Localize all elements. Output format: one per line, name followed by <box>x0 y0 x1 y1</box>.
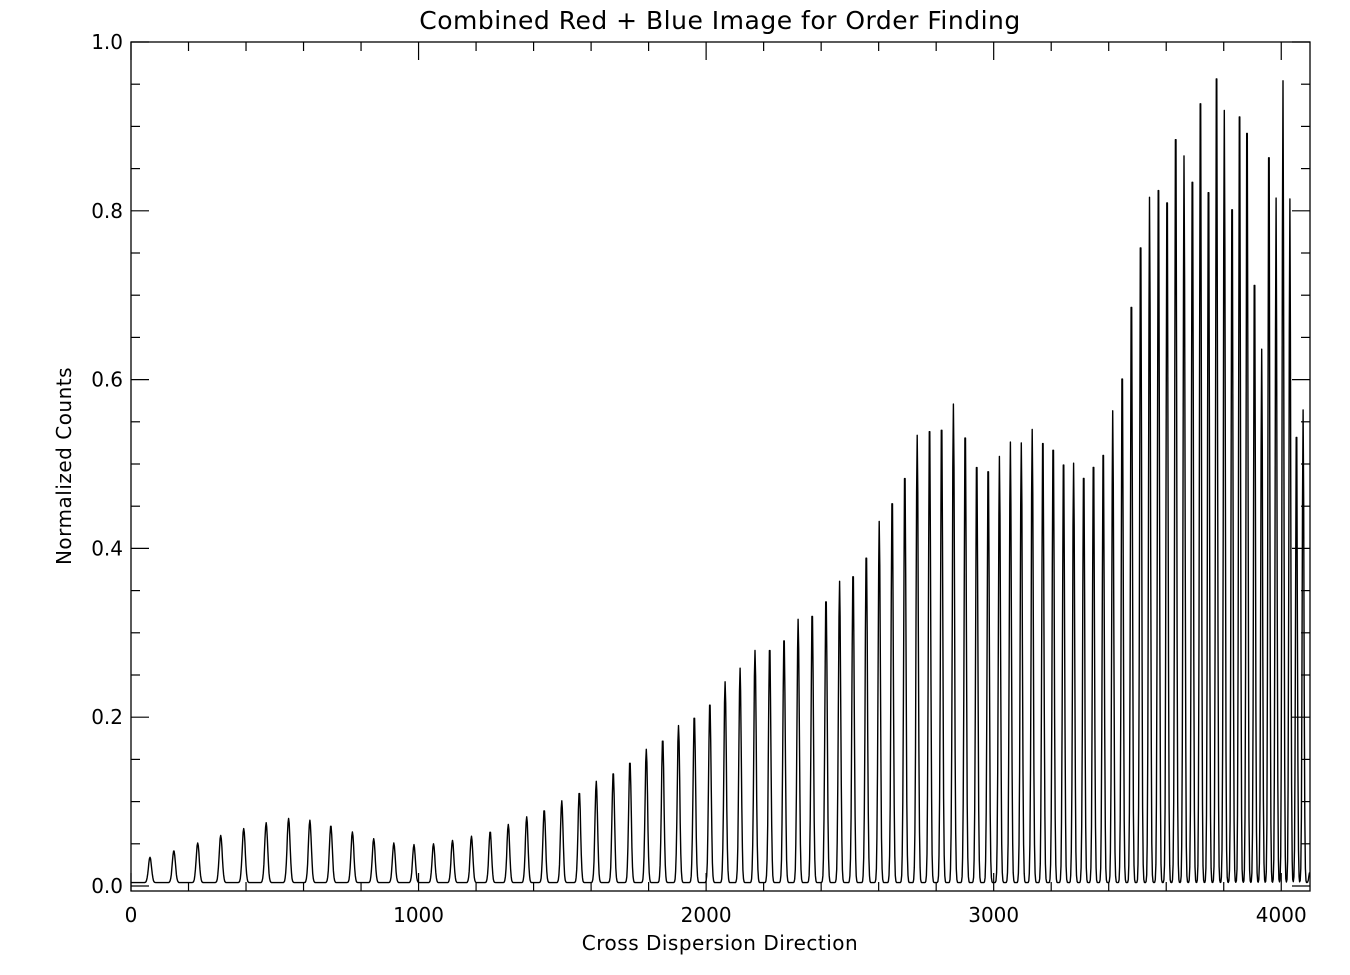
plot-frame <box>130 41 1311 892</box>
x-tick-label: 0 <box>125 903 138 927</box>
x-tick-label: 2000 <box>681 903 732 927</box>
x-axis-label: Cross Dispersion Direction <box>582 931 858 955</box>
y-tick-label: 0.0 <box>91 874 123 898</box>
x-tick-label: 4000 <box>1256 903 1307 927</box>
axis-ticks <box>130 41 1310 891</box>
x-tick-label: 1000 <box>393 903 444 927</box>
y-tick-label: 1.0 <box>91 30 123 54</box>
series-line <box>130 78 1311 884</box>
y-tick-label: 0.6 <box>91 368 123 392</box>
y-tick-label: 0.4 <box>91 536 123 560</box>
y-tick-label: 0.8 <box>91 199 123 223</box>
y-axis-label: Normalized Counts <box>52 367 76 565</box>
tick-labels: 0 1000 2000 3000 4000 0.0 0.2 0.4 0.6 0.8 1.0 <box>91 30 1307 927</box>
chart-title: Combined Red + Blue Image for Order Find… <box>419 6 1021 35</box>
x-tick-label: 3000 <box>968 903 1019 927</box>
y-tick-label: 0.2 <box>91 705 123 729</box>
